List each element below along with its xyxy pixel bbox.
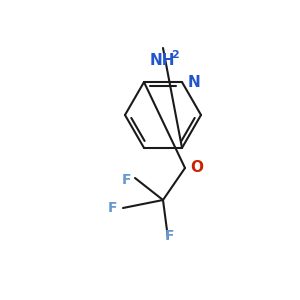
Text: F: F (164, 229, 174, 243)
Text: F: F (122, 173, 131, 187)
Text: O: O (190, 160, 203, 175)
Text: N: N (188, 75, 201, 90)
Text: F: F (107, 201, 117, 215)
Text: 2: 2 (171, 50, 179, 60)
Text: NH: NH (149, 53, 175, 68)
